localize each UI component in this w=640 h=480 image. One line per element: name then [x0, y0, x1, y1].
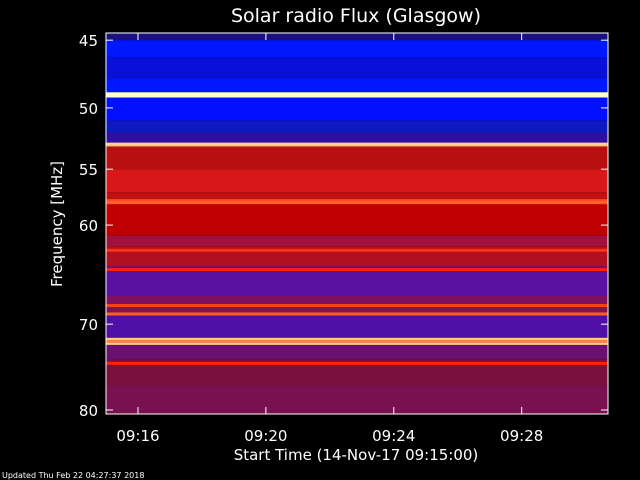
band-14 — [106, 235, 608, 247]
band-2 — [106, 57, 608, 79]
y-tick-label: 45 — [79, 32, 98, 50]
x-axis-label: Start Time (14-Nov-17 09:15:00) — [234, 446, 479, 464]
emission-line-5 — [106, 312, 608, 316]
updated-timestamp: Updated Thu Feb 22 04:27:37 2018 — [2, 471, 144, 480]
y-tick-label: 80 — [79, 402, 98, 420]
x-tick-label: 09:28 — [500, 427, 543, 445]
emission-line-7 — [106, 361, 608, 365]
emission-line-3 — [106, 268, 608, 272]
band-5 — [106, 97, 608, 121]
y-tick-label: 70 — [79, 316, 98, 334]
emission-line-2 — [106, 248, 608, 252]
band-6 — [106, 120, 608, 134]
plot-area — [106, 33, 608, 414]
y-axis: 45 50 55 60 70 80 — [79, 32, 608, 420]
emission-line-4 — [106, 304, 608, 308]
band-0 — [106, 33, 608, 41]
chart-title: Solar radio Flux (Glasgow) — [231, 5, 481, 27]
y-tick-label: 55 — [79, 161, 98, 179]
emission-line-0 — [106, 142, 608, 146]
x-tick-label: 09:24 — [372, 427, 415, 445]
band-9 — [106, 146, 608, 170]
band-3 — [106, 78, 608, 93]
emission-line-1 — [106, 200, 608, 204]
band-22 — [106, 385, 608, 414]
band-10 — [106, 169, 608, 193]
x-tick-label: 09:16 — [116, 427, 159, 445]
y-tick-label: 50 — [79, 100, 98, 118]
band-1 — [106, 40, 608, 58]
y-axis-label: Frequency [MHz] — [48, 161, 66, 287]
band-16 — [106, 266, 608, 297]
band-11 — [106, 192, 608, 199]
y-tick-label: 60 — [79, 217, 98, 235]
band-20 — [106, 344, 608, 360]
band-7 — [106, 133, 608, 143]
band-13 — [106, 204, 608, 236]
band-4 — [106, 92, 608, 98]
plot-frame — [105, 32, 609, 415]
x-axis: 09:16 09:20 09:24 09:28 — [116, 33, 543, 445]
band-18 — [106, 314, 608, 338]
emission-line-6 — [106, 339, 608, 343]
x-tick-label: 09:20 — [244, 427, 287, 445]
